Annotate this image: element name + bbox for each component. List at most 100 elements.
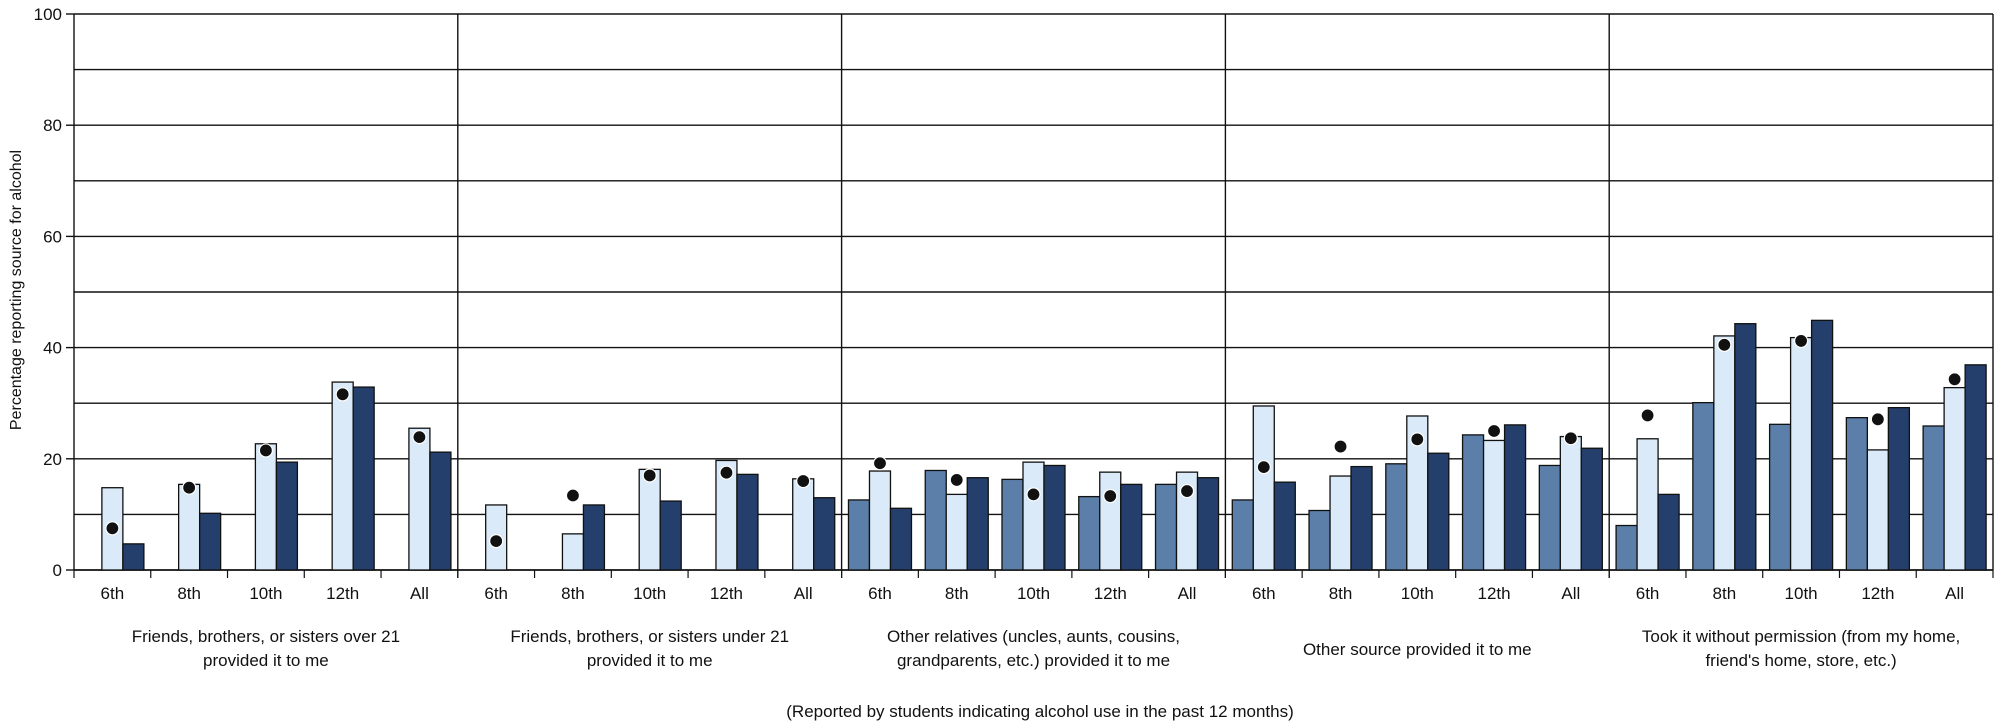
bar-series-3 [1964, 364, 1987, 571]
grade-label: 6th [101, 584, 125, 603]
bar-series-1 [1692, 401, 1715, 571]
grade-label: All [794, 584, 813, 603]
bar-series-3 [1120, 483, 1143, 571]
bar-series-3 [1427, 452, 1450, 571]
grade-label: 12th [710, 584, 743, 603]
data-dot [1793, 333, 1809, 349]
bar-series-2 [1022, 461, 1045, 571]
bar-series-1 [924, 469, 947, 571]
group-label: provided it to me [587, 651, 713, 670]
data-dot [335, 387, 350, 402]
bar-series-3 [1657, 493, 1680, 571]
y-axis-label: Percentage reporting source for alcohol [8, 150, 25, 430]
bar-series-2 [638, 468, 661, 571]
y-tick-label: 40 [43, 339, 62, 358]
grade-label: 8th [561, 584, 585, 603]
grade-label: 8th [945, 584, 969, 603]
bar-series-3 [813, 497, 836, 571]
data-dot [1486, 423, 1502, 439]
grade-label: 6th [868, 584, 892, 603]
data-dot [1026, 487, 1041, 502]
grade-label: 12th [1861, 584, 1894, 603]
bar-series-2 [1713, 335, 1736, 571]
y-tick-label: 0 [53, 561, 62, 580]
grade-label: All [1178, 584, 1197, 603]
grade-label: 10th [249, 584, 282, 603]
bar-series-3 [966, 477, 989, 571]
bar-series-3 [198, 512, 222, 571]
grade-label: 10th [1017, 584, 1050, 603]
bar-series-3 [1734, 323, 1757, 571]
bar-series-1 [1845, 417, 1869, 571]
grade-label: 10th [1401, 584, 1434, 603]
bar-series-1 [1001, 478, 1024, 571]
bar-series-3 [889, 507, 913, 571]
bar-series-3 [1043, 464, 1066, 571]
data-dot [1717, 337, 1732, 352]
data-dot [565, 488, 581, 503]
grade-label: 10th [633, 584, 666, 603]
data-dot [949, 472, 964, 488]
bar-series-3 [122, 543, 145, 571]
data-dot [105, 521, 120, 536]
bar-series-2 [254, 443, 278, 571]
group-label: Other relatives (uncles, aunts, cousins, [887, 627, 1180, 646]
bar-series-3 [1503, 424, 1527, 571]
bar-series-2 [1482, 439, 1506, 571]
grade-label: 12th [1478, 584, 1511, 603]
grade-label: 12th [1094, 584, 1127, 603]
bar-series-3 [1350, 465, 1373, 571]
bar-series-2 [1636, 438, 1659, 571]
bar-series-3 [352, 386, 375, 571]
data-dot [872, 456, 888, 471]
bar-series-2 [1329, 475, 1352, 571]
bar-series-2 [945, 493, 968, 571]
grade-label: 10th [1785, 584, 1818, 603]
grade-label: 8th [1329, 584, 1353, 603]
bar-series-3 [736, 473, 759, 571]
data-dot [1563, 431, 1578, 446]
data-dot [719, 465, 734, 480]
bar-series-2 [177, 483, 201, 571]
group-label: Friends, brothers, or sisters over 21 [132, 627, 400, 646]
grade-label: All [1945, 584, 1964, 603]
bar-series-2 [561, 533, 585, 571]
group-label: friend's home, store, etc.) [1705, 651, 1896, 670]
group-label: Took it without permission (from my home… [1642, 627, 1960, 646]
group-label: Friends, brothers, or sisters under 21 [510, 627, 789, 646]
bar-series-3 [659, 500, 682, 571]
bar-series-3 [429, 451, 452, 571]
data-dot [1179, 483, 1195, 499]
chart-footnote: (Reported by students indicating alcohol… [786, 702, 1293, 721]
bar-series-3 [1580, 447, 1603, 571]
grade-label: 12th [326, 584, 359, 603]
data-dot [1947, 372, 1962, 387]
data-dot [1870, 412, 1885, 427]
bar-series-2 [1789, 336, 1813, 571]
bar-series-2 [1559, 435, 1582, 571]
y-tick-label: 20 [43, 450, 62, 469]
data-dot [1103, 488, 1118, 504]
data-dot [1333, 439, 1348, 454]
bar-series-1 [1461, 434, 1485, 571]
bar-series-3 [1887, 406, 1911, 571]
group-label: grandparents, etc.) provided it to me [897, 651, 1170, 670]
bar-series-1 [1922, 425, 1945, 571]
bar-series-3 [275, 461, 299, 571]
bar-series-2 [1252, 405, 1275, 571]
bar-series-3 [1273, 481, 1296, 571]
grade-label: 8th [1713, 584, 1737, 603]
data-dot [642, 468, 657, 483]
data-dot [796, 473, 811, 489]
group-label: Other source provided it to me [1303, 640, 1532, 659]
data-dot [1410, 432, 1425, 447]
data-dot [1256, 460, 1271, 475]
grade-label: 8th [177, 584, 201, 603]
bar-series-2 [792, 478, 815, 571]
bar-series-2 [1866, 449, 1890, 571]
bar-series-3 [582, 504, 606, 571]
plot-area: 0 20 40 60 80 100 6th 8th 10th 12th All Friends, br… [34, 5, 1994, 670]
grade-label: 6th [1252, 584, 1276, 603]
data-dot [182, 480, 197, 495]
